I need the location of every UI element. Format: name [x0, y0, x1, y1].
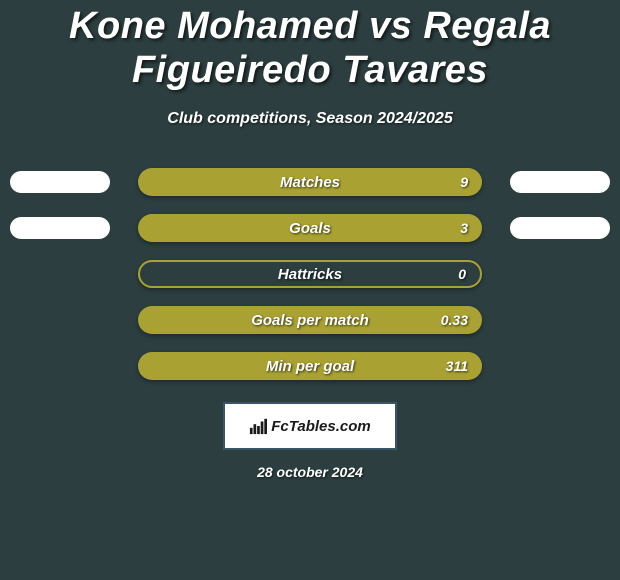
subtitle: Club competitions, Season 2024/2025: [0, 110, 620, 128]
left-pill: [10, 171, 110, 193]
stat-row: Goals per match0.33: [0, 306, 620, 334]
date-text: 28 october 2024: [0, 464, 620, 480]
stats-container: Matches9Goals3Hattricks0Goals per match0…: [0, 168, 620, 380]
right-pill: [510, 217, 610, 239]
stat-row: Matches9: [0, 168, 620, 196]
page-title: Kone Mohamed vs Regala Figueiredo Tavare…: [0, 0, 620, 92]
stat-bar: Goals per match0.33: [138, 306, 482, 334]
stat-label: Goals: [138, 214, 482, 242]
right-pill: [510, 171, 610, 193]
stat-row: Goals3: [0, 214, 620, 242]
stat-label: Min per goal: [138, 352, 482, 380]
stat-row: Hattricks0: [0, 260, 620, 288]
stat-value: 0: [458, 262, 466, 286]
brand-text: FcTables.com: [271, 418, 370, 435]
stat-bar: Matches9: [138, 168, 482, 196]
stat-bar: Min per goal311: [138, 352, 482, 380]
stat-bar: Goals3: [138, 214, 482, 242]
stat-value: 9: [460, 168, 468, 196]
stat-row: Min per goal311: [0, 352, 620, 380]
stat-label: Goals per match: [138, 306, 482, 334]
brand-chart-icon: [249, 417, 267, 435]
left-pill: [10, 217, 110, 239]
stat-label: Matches: [138, 168, 482, 196]
stat-value: 3: [460, 214, 468, 242]
stat-value: 311: [446, 352, 468, 380]
brand-badge: FcTables.com: [223, 402, 397, 450]
stat-label: Hattricks: [140, 262, 480, 286]
stat-value: 0.33: [441, 306, 468, 334]
stat-bar: Hattricks0: [138, 260, 482, 288]
